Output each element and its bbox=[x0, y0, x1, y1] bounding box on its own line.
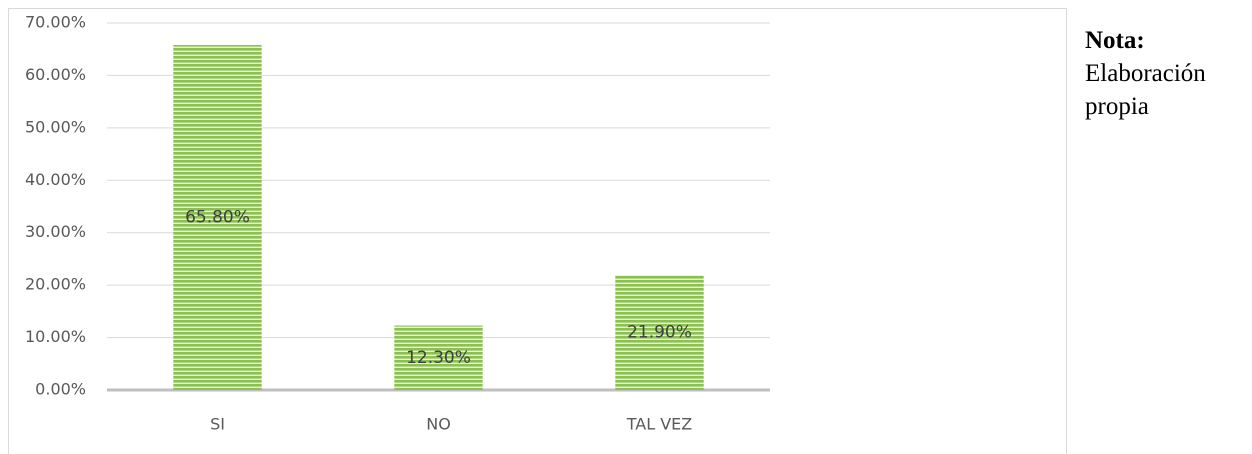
bar bbox=[394, 325, 483, 390]
data-label: 21.90% bbox=[627, 323, 692, 343]
y-tick-label: 20.00% bbox=[25, 275, 86, 294]
y-tick-label: 40.00% bbox=[25, 170, 86, 189]
x-tick-label: SI bbox=[210, 415, 225, 434]
y-tick-label: 10.00% bbox=[25, 327, 86, 346]
y-tick-label: 70.00% bbox=[25, 13, 86, 32]
x-tick-label: TAL VEZ bbox=[626, 415, 693, 434]
bar bbox=[615, 275, 704, 390]
note: Nota: Elaboración propia bbox=[1085, 24, 1235, 123]
note-title: Nota: bbox=[1085, 27, 1145, 54]
data-label: 12.30% bbox=[406, 348, 471, 368]
data-label: 65.80% bbox=[185, 208, 250, 228]
note-text: Elaboración propia bbox=[1085, 60, 1206, 120]
y-tick-label: 50.00% bbox=[25, 117, 86, 136]
y-tick-label: 0.00% bbox=[35, 380, 86, 399]
chart-frame bbox=[8, 8, 1067, 454]
y-tick-label: 60.00% bbox=[25, 65, 86, 84]
bar bbox=[173, 45, 262, 391]
x-tick-label: NO bbox=[426, 415, 451, 434]
y-tick-label: 30.00% bbox=[25, 222, 86, 241]
